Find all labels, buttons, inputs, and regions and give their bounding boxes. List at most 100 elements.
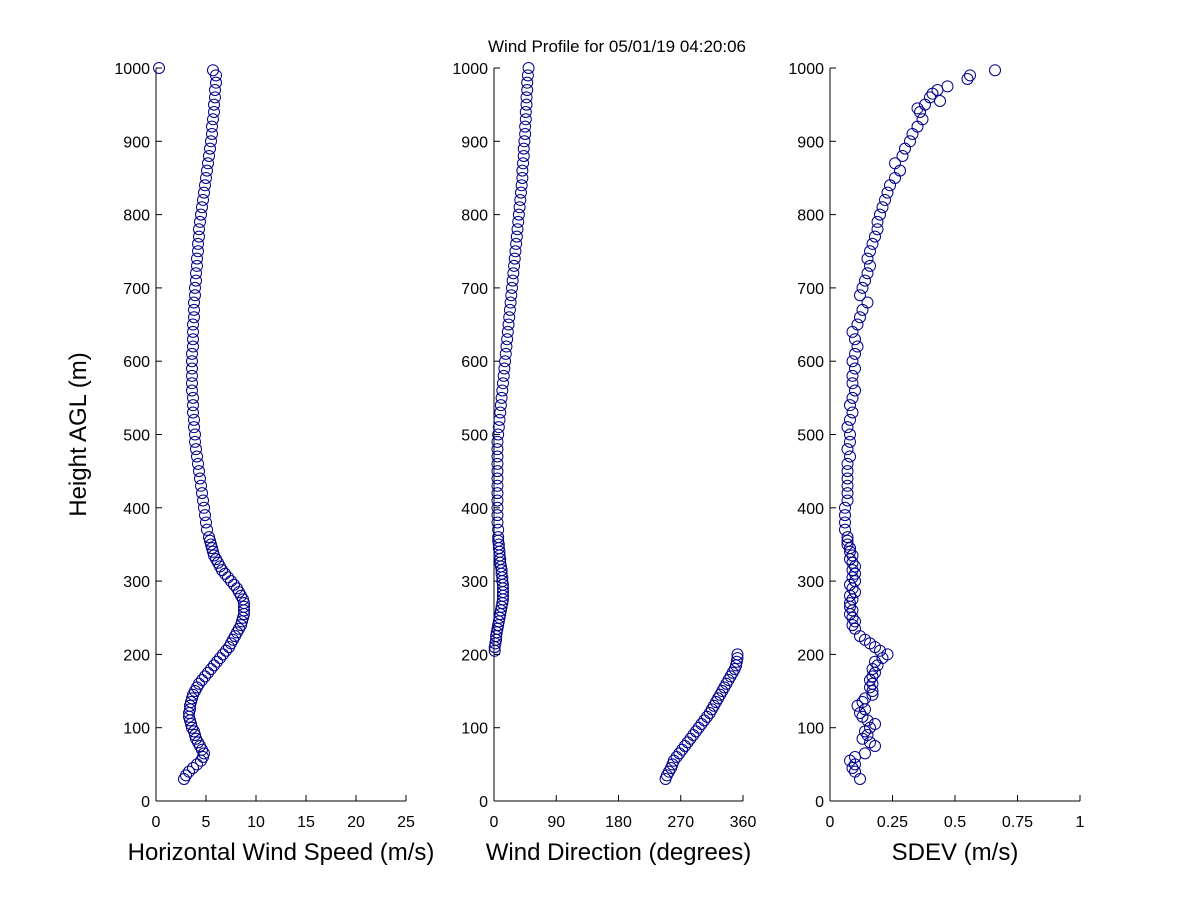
data-point [191, 259, 203, 272]
data-point [191, 758, 203, 771]
x-tick-label: 0.75 [1002, 814, 1033, 831]
data-point [188, 421, 200, 434]
data-point [236, 615, 248, 628]
data-point [502, 318, 515, 331]
data-point [864, 259, 876, 272]
x-tick-label: 5 [202, 814, 211, 831]
data-point [854, 311, 866, 324]
data-point [849, 333, 861, 346]
data-point [521, 69, 534, 82]
data-point [731, 652, 744, 665]
data-point [911, 120, 924, 133]
y-tick-label: 500 [797, 428, 824, 445]
data-point [684, 732, 697, 745]
y-tick-label: 800 [461, 208, 488, 225]
x-tick-label: 20 [347, 814, 365, 831]
data-point [238, 600, 250, 613]
data-point [200, 171, 212, 184]
data-point [941, 80, 954, 93]
x-tick-label: 10 [247, 814, 265, 831]
data-point [193, 465, 205, 478]
data-point [849, 575, 861, 588]
data-point [521, 83, 534, 96]
data-point [186, 355, 198, 368]
data-point [899, 142, 911, 155]
data-point [204, 534, 216, 547]
data-point [849, 362, 861, 375]
data-point [195, 208, 207, 221]
x-tick-label: 25 [397, 814, 415, 831]
data-point [200, 516, 212, 529]
data-point [225, 575, 237, 588]
data-point [153, 62, 165, 74]
data-point [846, 593, 859, 606]
data-point [195, 479, 207, 492]
data-point [506, 274, 519, 287]
data-point [849, 765, 861, 778]
data-point [841, 494, 854, 507]
data-point [189, 435, 201, 448]
data-point [208, 659, 220, 672]
data-point [492, 421, 505, 434]
data-point [889, 157, 901, 170]
data-point [846, 369, 859, 382]
data-point [198, 501, 210, 514]
data-point [504, 296, 517, 309]
data-point [731, 648, 744, 661]
data-point [507, 267, 520, 280]
data-point [861, 296, 874, 309]
figure-title: Wind Profile for 05/01/19 04:20:06 [488, 37, 746, 56]
x-tick-label: 270 [667, 814, 694, 831]
data-point [844, 413, 856, 426]
data-point [851, 340, 864, 353]
data-point [869, 666, 881, 679]
data-point [208, 98, 220, 111]
data-point [519, 127, 532, 140]
data-point [192, 457, 204, 470]
data-point [186, 721, 198, 734]
data-point [187, 325, 199, 338]
data-point [844, 435, 856, 448]
data-point [687, 729, 700, 742]
x-tick-label: 0 [826, 814, 835, 831]
data-point [856, 696, 869, 709]
data-point [516, 171, 529, 184]
data-point [191, 450, 203, 463]
data-point [206, 120, 218, 133]
y-tick-label: 0 [815, 794, 824, 811]
data-point [205, 538, 217, 551]
data-point [844, 450, 856, 463]
data-point [196, 674, 208, 687]
data-point [491, 479, 504, 492]
data-point [492, 538, 505, 551]
data-point [199, 670, 211, 683]
data-point [208, 105, 220, 118]
data-point [194, 472, 206, 485]
data-point [205, 663, 217, 676]
data-point [508, 252, 521, 265]
data-point [673, 747, 686, 760]
data-point [491, 494, 504, 507]
data-point [861, 252, 874, 265]
data-point [517, 142, 530, 155]
data-point [210, 76, 222, 89]
data-point [193, 677, 205, 690]
data-point [491, 472, 504, 485]
data-point [851, 318, 864, 331]
data-point [730, 655, 743, 668]
x-axis-label: Wind Direction (degrees) [486, 839, 751, 866]
data-point [500, 340, 513, 353]
data-point [187, 762, 199, 775]
data-point [185, 718, 197, 731]
data-point [916, 113, 929, 126]
data-point [217, 648, 229, 661]
data-point [197, 494, 209, 507]
data-point [209, 83, 221, 96]
data-point [849, 560, 861, 573]
data-point [846, 355, 859, 368]
data-point [187, 340, 199, 353]
data-point [846, 582, 859, 595]
data-point [186, 369, 198, 382]
data-point [493, 413, 506, 426]
panel-sdev: 0 100 200 300 400 500 600 700 800 900 1000 0 0.25 0.5… [788, 61, 1084, 866]
